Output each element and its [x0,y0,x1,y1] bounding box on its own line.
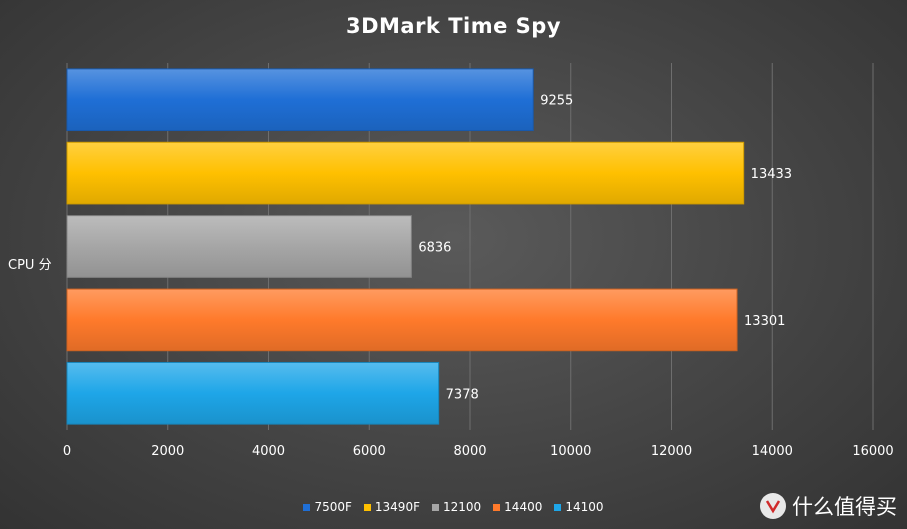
x-tick-label: 14000 [752,444,793,459]
chart-title: 3DMark Time Spy [345,14,562,38]
bar-14100 [66,361,440,425]
legend-label: 13490F [374,500,420,514]
watermark: 什么值得买 [760,491,897,521]
x-tick-label: 6000 [353,444,386,459]
x-tick-label: 0 [63,444,71,459]
bar-14400 [66,288,738,352]
x-tick-label: 4000 [252,444,285,459]
legend-item-7500f: 7500F [303,500,352,514]
bar-12100 [66,215,412,278]
legend-item-14400: 14400 [493,500,542,514]
legend: 7500F 13490F 12100 14400 14100 [0,500,907,514]
watermark-text: 什么值得买 [792,495,897,519]
data-label: 13433 [751,167,792,182]
x-tick-label: 10000 [550,444,591,459]
legend-item-12100: 12100 [431,500,482,514]
legend-label: 7500F [314,500,352,514]
legend-swatch [431,503,439,511]
data-label: 13301 [744,314,785,329]
bar-7500f [66,68,534,132]
data-label: 9255 [540,94,573,109]
category-label: CPU 分 [8,258,52,273]
x-tick-label: 2000 [151,444,184,459]
legend-label: 14400 [504,500,543,514]
legend-swatch [303,503,311,511]
legend-item-13490f: 13490F [363,500,420,514]
data-label: 6836 [418,241,451,256]
x-tick-label: 12000 [651,444,692,459]
x-tick-label: 8000 [453,444,486,459]
legend-item-14100: 14100 [554,500,604,514]
value-logo-icon [760,493,786,519]
legend-label: 14100 [565,500,604,514]
legend-swatch [554,503,562,511]
bar-13490f [66,141,745,205]
legend-label: 12100 [442,500,482,514]
legend-swatch [493,503,501,511]
legend-swatch [363,503,371,511]
data-label: 7378 [446,387,479,402]
x-tick-label: 16000 [852,444,893,459]
